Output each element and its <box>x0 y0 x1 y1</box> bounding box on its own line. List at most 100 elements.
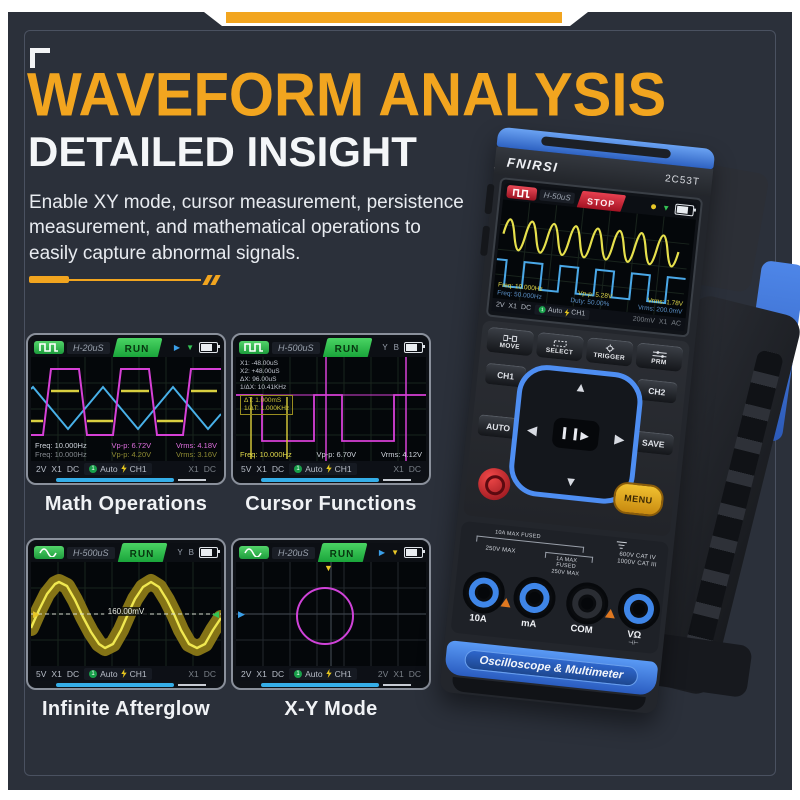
trigger-edge-icon <box>564 308 570 317</box>
run-stop-button[interactable]: ▶ <box>551 417 601 452</box>
coupling: DC <box>271 668 285 679</box>
ch2-volts: 2V <box>377 668 389 679</box>
screen-math: Freq: 10.000Hz Vp-p: 6.72V Vrms: 4.18V F… <box>31 357 221 461</box>
diode-continuity-icons: ⊣⊢ <box>627 639 639 648</box>
warn-cat: 600V CAT IV 1000V CAT III <box>616 551 657 569</box>
capture-caption: Math Operations <box>44 493 208 515</box>
scope-capture-cursor: H-500uS RUN Y B <box>231 333 431 516</box>
play-icon: ▶ <box>579 429 590 443</box>
brand-logo: FNIRSI <box>506 154 560 175</box>
waveform-logo-icon <box>506 184 538 201</box>
scope-capture-xy: H-20uS RUN ▶ ▼ <box>231 538 431 721</box>
dpad-up-button[interactable]: ▲ <box>573 378 589 396</box>
freq-readout: Freq: 10.000Hz <box>35 450 87 459</box>
vpp-readout: Vp-p: 6.72V <box>111 441 152 450</box>
trigger-mode: Auto <box>100 463 118 474</box>
coupling: DC <box>271 463 285 474</box>
cursor-dt: ΔT: 1.000mS <box>244 396 282 404</box>
ch2-mult: X1 <box>188 463 199 474</box>
run-state-badge: RUN <box>117 542 167 563</box>
dpad-down-button[interactable]: ▼ <box>563 473 579 490</box>
freq-readout: Freq: 10.000Hz <box>35 441 87 450</box>
trigger-edge-icon <box>120 464 127 473</box>
jack-label-ma: mA <box>520 617 537 631</box>
move-button[interactable]: MOVE <box>486 326 535 357</box>
select-icon <box>553 339 568 347</box>
sine-logo-icon <box>239 546 269 559</box>
probe-mult: X1 <box>256 463 267 474</box>
select-button[interactable]: SELECT <box>535 331 585 362</box>
trigger-channel-icon: 1 <box>538 305 547 314</box>
screen-xy: ▶ ▼ <box>236 562 426 666</box>
vrms-readout: Vrms: 3.16V <box>176 450 217 459</box>
timebase-label: H-50uS <box>539 189 576 204</box>
trigger-edge-icon <box>120 669 127 678</box>
prm-button[interactable]: PRM <box>635 342 684 373</box>
battery-icon <box>199 342 220 353</box>
probe-mult: X1 <box>51 668 62 679</box>
oscilloscope-device: FNIRSI 2C53T H-50uS STOP ▼ <box>439 126 716 715</box>
menu-button[interactable]: MENU <box>611 480 665 518</box>
trigger-source: CH1 <box>334 463 352 474</box>
warning-triangle-icon <box>500 597 512 608</box>
y-indicator: Y <box>382 343 388 352</box>
page-title: WAVEFORM ANALYSIS <box>27 61 667 130</box>
freq-readout: Freq: 10.000Hz <box>240 450 292 459</box>
cursor-level-label: 160.00mV <box>103 607 149 616</box>
capture-caption: X-Y Mode <box>284 698 378 720</box>
timebase-label: H-500uS <box>272 341 320 354</box>
device-screen-bezel: H-50uS STOP ▼ <box>485 177 704 338</box>
play-icon: ▶ <box>173 343 181 352</box>
dpad-right-button[interactable]: ▶ <box>613 430 626 447</box>
timebase-label: H-500uS <box>67 546 115 559</box>
timebase-label: H-20uS <box>272 546 315 559</box>
gear-icon <box>605 344 615 353</box>
screen-underline <box>56 478 174 482</box>
dpad-left-button[interactable]: ◀ <box>526 421 538 438</box>
sliders-icon <box>652 350 667 358</box>
screen-underline <box>261 478 379 482</box>
jack-com[interactable] <box>564 580 611 627</box>
level-marker-icon: ▶ <box>33 609 40 619</box>
volts-div: 5V <box>36 668 47 679</box>
waveform-logo-icon <box>34 341 64 354</box>
run-state-badge: RUN <box>112 337 162 358</box>
ch2-coupling: DC <box>408 463 421 474</box>
trigger-mode: Auto <box>100 668 118 679</box>
power-button[interactable] <box>476 466 512 502</box>
probe-mult: X1 <box>51 463 62 474</box>
warn-1a-fused: 1A MAX FUSED 250V MAX <box>551 556 580 578</box>
jack-label-10a: 10A <box>468 612 488 626</box>
trigger-mode: Auto <box>547 306 563 316</box>
vrms-readout: Vrms: 4.12V <box>381 450 422 459</box>
screen-underline <box>261 683 379 687</box>
trigger-channel-icon: 1 <box>294 669 303 678</box>
coupling: DC <box>66 668 80 679</box>
battery-icon <box>199 547 220 558</box>
corner-bracket-icon <box>30 48 50 68</box>
jack-label-vohm: VΩ ⊣⊢ <box>616 628 652 648</box>
description-line: Enable XY mode, cursor measurement, pers… <box>29 192 464 213</box>
trigger-edge-icon <box>325 464 332 473</box>
trigger-mode: Auto <box>305 463 323 474</box>
vrms-readout: Vrms: 4.18V <box>176 441 217 450</box>
probe-mult: X1 <box>256 668 267 679</box>
trigger-button[interactable]: TRIGGER <box>585 337 634 367</box>
timebase-label: H-20uS <box>67 341 110 354</box>
trigger-channel-icon: 1 <box>89 464 98 473</box>
trigger-mode: Auto <box>305 668 323 679</box>
trigger-marker-icon: ▼ <box>391 548 399 557</box>
jack-10a[interactable] <box>460 569 507 616</box>
play-icon: ▶ <box>378 548 386 557</box>
jack-volt-ohm[interactable] <box>615 585 663 632</box>
description-line: easily capture abnormal signals. <box>29 242 301 264</box>
jack-ma[interactable] <box>511 574 558 622</box>
volts-div: 2V <box>36 463 47 474</box>
capture-caption: Cursor Functions <box>245 493 417 515</box>
waveform-logo-icon <box>239 341 269 354</box>
y-indicator: Y <box>177 548 183 557</box>
volts-div: 5V <box>241 463 252 474</box>
trigger-edge-icon <box>325 669 332 678</box>
warning-triangle-icon <box>604 608 616 619</box>
ch2-mult: X1 <box>658 318 668 327</box>
